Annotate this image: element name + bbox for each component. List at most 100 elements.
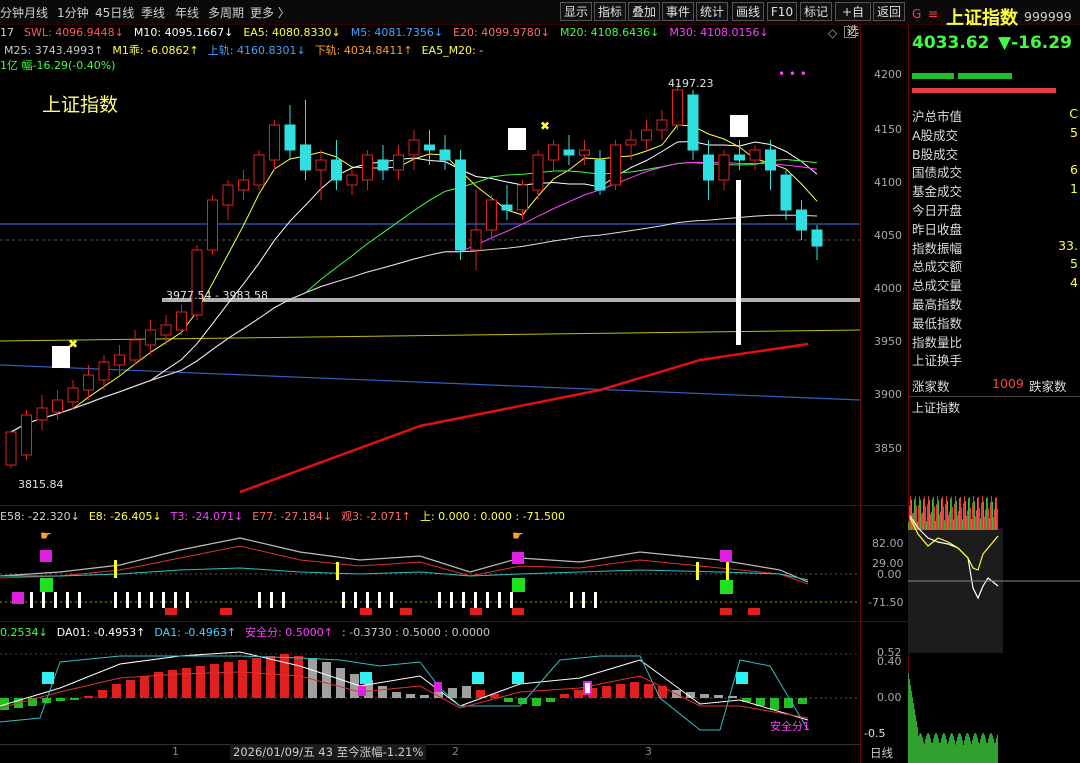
indicator-button[interactable]: 指标	[594, 2, 626, 21]
candlestick-chart: ✖ ✖ • • •	[0, 67, 860, 494]
mini-axis-label: 0.00	[877, 568, 902, 581]
histogram-bar	[756, 698, 765, 706]
period-tab-1min[interactable]: 1分钟	[57, 6, 89, 20]
mini-bar	[952, 506, 953, 530]
menu-icon[interactable]: ≡	[928, 7, 939, 21]
period-tab-quarter[interactable]: 季线	[141, 6, 166, 20]
chart-title: 上证指数	[42, 94, 119, 116]
mini-bar	[968, 498, 969, 530]
mini-bar	[973, 496, 974, 530]
period-tab-multi[interactable]: 多周期	[208, 6, 245, 20]
daily-tab[interactable]: 日线	[870, 746, 893, 760]
mini-volume-bar	[953, 735, 954, 763]
stats-button[interactable]: 统计	[696, 2, 728, 21]
mini-bar	[934, 506, 935, 530]
mini-volume-bar	[912, 697, 913, 763]
mini-bar	[991, 496, 992, 530]
cross-marker: ✖	[68, 337, 78, 351]
sub1-value-0: E58: -22.320↓	[0, 510, 80, 523]
candle-body	[83, 374, 94, 391]
mini-bar	[963, 503, 964, 530]
candle-body	[610, 144, 621, 186]
candle-body	[765, 149, 776, 171]
histogram-bar	[98, 690, 107, 698]
candle-body	[563, 149, 575, 156]
histogram-bar	[154, 672, 163, 698]
band-value-4: EA5_M20: -	[421, 44, 484, 57]
histogram-bar	[420, 695, 429, 698]
mini-bar	[962, 519, 963, 530]
histogram-bar	[770, 698, 779, 710]
ma-indicator-line: 17 SWL: 4096.9448↓ M10: 4095.1667↓ EA5: 408…	[0, 26, 779, 39]
mini-bar	[908, 522, 909, 530]
histogram-bar	[700, 694, 709, 698]
stat-value: 5	[1070, 124, 1078, 140]
histogram-bar	[210, 664, 219, 698]
candle-body	[129, 339, 141, 361]
mini-bar	[960, 496, 961, 530]
candle-body	[470, 229, 482, 251]
y-tick-4000: 4000	[874, 282, 902, 295]
mini-axis-label: 29.00	[872, 557, 904, 570]
sub1-bar	[54, 592, 57, 608]
mini-bar	[922, 512, 923, 530]
add-watchlist-button[interactable]: +自选	[835, 2, 871, 38]
period-tab-year[interactable]: 年线	[175, 6, 200, 20]
period-tab-month[interactable]: 月线	[24, 6, 49, 20]
index-code: 999999	[1024, 9, 1072, 24]
mini-bar	[915, 496, 916, 530]
mini-volume-bar	[994, 743, 995, 763]
mini-axis-label: 0.00	[877, 691, 902, 704]
ma-value-1: SWL: 4096.9448↓	[24, 26, 124, 39]
display-button[interactable]: 显示	[560, 2, 592, 21]
mini-volume-bar	[955, 744, 956, 763]
mini-bar	[948, 514, 949, 530]
mini-bar	[984, 516, 985, 530]
period-tab-45day[interactable]: 45日线	[95, 6, 135, 20]
stat-label: 国债成交	[912, 165, 963, 181]
sub1-bar	[282, 592, 285, 608]
mini-volume-bar	[990, 733, 991, 763]
sub1-bar	[594, 592, 597, 608]
mini-bar	[919, 496, 920, 530]
candle-body	[811, 229, 823, 247]
period-tab-more[interactable]: 更多 〉	[250, 6, 290, 20]
mini-bar	[943, 506, 944, 530]
mini-volume-bar	[959, 733, 960, 763]
candle-body	[393, 154, 404, 171]
event-button[interactable]: 事件	[662, 2, 694, 21]
mark-button[interactable]: 标记	[800, 2, 832, 21]
collapse-icon[interactable]: ◇	[828, 26, 838, 40]
mini-bar	[941, 498, 942, 530]
sub2-value-4: : -0.3730 : 0.5000 : 0.0000	[342, 626, 491, 639]
candle-body	[455, 159, 466, 251]
mini-volume-bar	[980, 738, 981, 763]
mini-volume-bar	[958, 734, 959, 763]
stat-label: 基金成交	[912, 184, 963, 200]
f10-button[interactable]: F10	[767, 2, 797, 21]
mini-bar	[965, 500, 966, 530]
mini-volume-bar	[939, 743, 940, 763]
mini-bar	[914, 499, 915, 530]
sub1-bar	[390, 592, 393, 608]
mini-volume-bar	[967, 733, 968, 763]
mini-axis-label: -71.50	[868, 596, 904, 609]
period-tab-minute[interactable]: 分钟	[0, 6, 25, 20]
hand-icon: ☛	[40, 529, 52, 544]
mini-volume-bar	[963, 744, 964, 763]
candle-body	[222, 184, 234, 206]
sub1-indicator-line: E58: -22.320↓ E8: -26.405↓ T3: -24.071↓ E77…	[0, 508, 574, 524]
close-icon[interactable]: ×	[844, 26, 856, 38]
back-button[interactable]: 返回	[873, 2, 905, 21]
candle-body	[377, 159, 389, 171]
draw-button[interactable]: 画线	[732, 2, 764, 21]
band-indicator-line: M25: 3743.4993↑ M1乖: -6.0862↑ 上轨: 4160.830…	[4, 42, 492, 58]
high-price-label: 4197.23	[668, 77, 714, 90]
overlay-button[interactable]: 叠加	[628, 2, 660, 21]
histogram-bar	[0, 698, 9, 710]
candle-body	[439, 149, 451, 161]
candle-body	[594, 159, 606, 191]
mini-volume-bar	[950, 734, 951, 763]
histogram-bar	[84, 696, 93, 698]
candle-body	[284, 124, 296, 151]
